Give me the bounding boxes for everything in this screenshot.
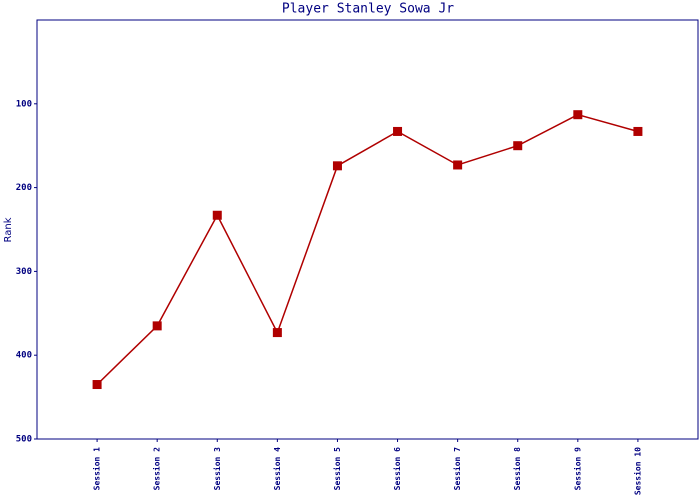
- x-tick-label: Session 5: [332, 447, 342, 491]
- y-tick-label: 400: [16, 351, 32, 361]
- x-tick-label: Session 7: [452, 447, 462, 491]
- y-axis-label: Rank: [3, 217, 14, 242]
- plot-frame: [36, 19, 699, 440]
- point-marker: [152, 321, 162, 331]
- point-marker: [272, 328, 282, 338]
- y-tick-label: 500: [16, 435, 32, 445]
- point-marker: [633, 126, 643, 136]
- point-marker: [453, 160, 463, 170]
- point-marker: [513, 141, 523, 151]
- point-marker: [573, 110, 583, 120]
- chart-title: Player Stanley Sowa Jr: [282, 2, 454, 17]
- y-tick-label: 100: [16, 99, 32, 109]
- x-tick-label: Session 3: [212, 447, 222, 491]
- x-tick-label: Session 1: [92, 447, 102, 491]
- x-tick-label: Session 10: [632, 447, 642, 495]
- y-tick-label: 300: [16, 267, 32, 277]
- point-marker: [393, 126, 403, 136]
- x-tick-label: Session 6: [392, 447, 402, 491]
- point-marker: [92, 380, 102, 390]
- x-tick-label: Session 9: [572, 447, 582, 491]
- x-tick-label: Session 2: [152, 447, 162, 491]
- point-marker: [332, 161, 342, 171]
- series-line: [96, 113, 639, 386]
- x-tick-label: Session 8: [512, 447, 522, 491]
- y-tick-label: 200: [16, 183, 32, 193]
- point-marker: [212, 210, 222, 220]
- x-tick-label: Session 4: [272, 447, 282, 491]
